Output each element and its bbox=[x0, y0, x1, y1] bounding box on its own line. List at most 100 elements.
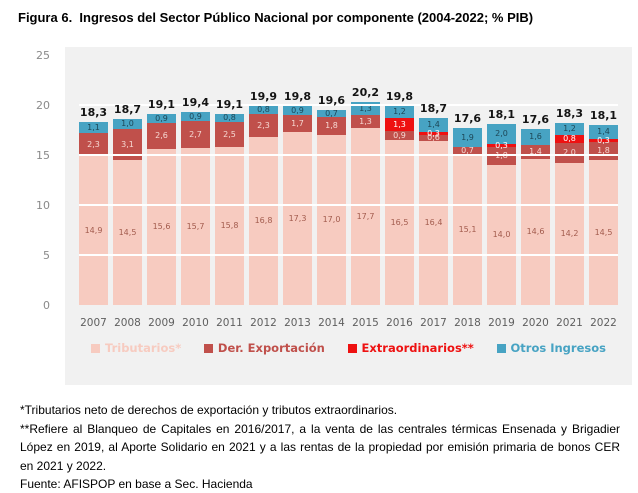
bar-group: 19,4 0,9 2,7 15,7 bbox=[181, 96, 210, 305]
legend-item-extraordinarios: Extraordinarios** bbox=[347, 341, 474, 355]
gridline bbox=[79, 254, 618, 256]
bar-segment-label: 17,3 bbox=[288, 213, 307, 223]
bar-segment-der_exportacion: 1,8 bbox=[589, 142, 618, 160]
bar-segment-tributarios: 14,2 bbox=[555, 163, 584, 305]
bar-segment-tributarios: 15,7 bbox=[181, 148, 210, 305]
bar-segment-label: 17,7 bbox=[356, 211, 375, 221]
bar-segment-label: 14,5 bbox=[594, 227, 613, 237]
bar-segment-label: 1,0 bbox=[121, 119, 134, 128]
bar-segment-label: 0,9 bbox=[189, 111, 202, 121]
bar-segment-label: 1,3 bbox=[359, 116, 372, 126]
bar-segment-label: 0,8 bbox=[257, 105, 270, 114]
bar-segment-label: 2,3 bbox=[87, 139, 100, 149]
bar-segment-tributarios: 14,6 bbox=[521, 159, 550, 305]
bar-segment-extraordinarios: 0,3 bbox=[487, 140, 516, 150]
bar-segment-tributarios: 16,5 bbox=[385, 140, 414, 305]
bar-segment-label: 17,0 bbox=[322, 215, 341, 224]
bar-segment-der_exportacion: 2,7 bbox=[181, 121, 210, 148]
bar-segment-label: 0,8 bbox=[223, 113, 236, 122]
bar-stack: 0,8 2,5 15,8 bbox=[215, 114, 244, 305]
y-axis-tick: 25 bbox=[36, 49, 50, 62]
bar-segment-label: 0,9 bbox=[291, 105, 304, 115]
bar-segment-label: 1,8 bbox=[325, 121, 338, 130]
bar-total-label: 18,1 bbox=[589, 109, 618, 122]
x-axis-label: 2010 bbox=[182, 317, 209, 329]
bar-segment-der_exportacion: 1,4 bbox=[521, 145, 550, 159]
bar-segment-label: 0,6 bbox=[427, 133, 440, 142]
bar-group: 19,1 0,8 2,5 15,8 bbox=[215, 98, 244, 305]
legend-item-der_exportacion: Der. Exportación bbox=[203, 341, 325, 355]
bar-group: 18,3 1,1 2,3 14,9 bbox=[79, 106, 108, 305]
x-axis: 2007 2008 2009 2010 2011 2012 2013 2014 2015 2016… bbox=[79, 317, 618, 329]
bar-group: 18,7 1,4 0,3 0,6 16,4 bbox=[419, 102, 448, 305]
x-axis-label: 2018 bbox=[454, 317, 481, 329]
bar-stack: 1,4 0,3 1,8 14,5 bbox=[589, 125, 618, 305]
legend-swatch bbox=[496, 343, 506, 353]
bar-segment-label: 15,1 bbox=[458, 224, 477, 234]
bar-segment-extraordinarios: 1,3 bbox=[385, 118, 414, 131]
bar-segment-otros_ingresos: 0,9 bbox=[147, 114, 176, 123]
y-axis-tick: 15 bbox=[36, 149, 50, 162]
bar-total-label: 19,8 bbox=[283, 90, 312, 103]
chart-panel: 18,3 1,1 2,3 14,9 18,7 1,0 3,1 14,5 19,1 0,9 2,6 15… bbox=[65, 47, 632, 385]
bar-segment-tributarios: 15,8 bbox=[215, 147, 244, 305]
bar-group: 19,8 1,2 1,3 0,9 16,5 bbox=[385, 90, 414, 305]
bar-segment-label: 1,2 bbox=[563, 124, 576, 133]
bar-total-label: 19,8 bbox=[385, 90, 414, 103]
bar-group: 18,3 1,2 0,8 2,0 14,2 bbox=[555, 107, 584, 305]
bar-segment-label: 1,4 bbox=[427, 120, 440, 129]
x-axis-label: 2021 bbox=[556, 317, 583, 329]
bar-stack: 0,8 2,3 16,8 bbox=[249, 106, 278, 305]
bar-segment-extraordinarios: 0,8 bbox=[555, 135, 584, 143]
bar-segment-der_exportacion: 2,3 bbox=[249, 114, 278, 137]
bar-segment-tributarios: 17,3 bbox=[283, 132, 312, 305]
bar-segment-label: 16,5 bbox=[390, 217, 409, 227]
legend: Tributarios* Der. Exportación Extraordinar… bbox=[79, 341, 618, 355]
bar-segment-tributarios: 14,0 bbox=[487, 165, 516, 305]
bar-total-label: 18,3 bbox=[555, 107, 584, 120]
bar-segment-tributarios: 17,0 bbox=[317, 135, 346, 305]
bars-container: 18,3 1,1 2,3 14,9 18,7 1,0 3,1 14,5 19,1 0,9 2,6 15… bbox=[79, 55, 618, 305]
bar-group: 19,9 0,8 2,3 16,8 bbox=[249, 90, 278, 305]
page-title: Figura 6. Ingresos del Sector Público Na… bbox=[18, 10, 534, 25]
gridline bbox=[79, 204, 618, 206]
x-axis-label: 2009 bbox=[148, 317, 175, 329]
gridline bbox=[79, 104, 618, 106]
legend-label: Extraordinarios** bbox=[361, 341, 474, 355]
bar-total-label: 19,4 bbox=[181, 96, 210, 109]
bar-segment-label: 2,0 bbox=[563, 148, 576, 157]
bar-segment-label: 0,9 bbox=[393, 130, 406, 140]
bar-group: 17,6 1,9 0,7 15,1 bbox=[453, 112, 482, 305]
x-axis-label: 2019 bbox=[488, 317, 515, 329]
legend-label: Tributarios* bbox=[105, 341, 182, 355]
bar-segment-label: 2,7 bbox=[189, 129, 202, 139]
bar-total-label: 20,2 bbox=[351, 86, 380, 99]
bar-segment-otros_ingresos: 1,4 bbox=[419, 118, 448, 132]
bar-segment-label: 2,6 bbox=[155, 131, 168, 140]
bar-stack: 1,1 2,3 14,9 bbox=[79, 122, 108, 305]
bar-stack: 1,9 0,7 15,1 bbox=[453, 128, 482, 305]
bar-segment-der_exportacion: 1,7 bbox=[283, 115, 312, 132]
bar-segment-otros_ingresos: 1,9 bbox=[453, 128, 482, 147]
bar-group: 19,1 0,9 2,6 15,6 bbox=[147, 98, 176, 305]
legend-label: Otros Ingresos bbox=[510, 341, 606, 355]
bar-segment-tributarios: 15,6 bbox=[147, 149, 176, 305]
bar-group: 20,2 1,3 1,3 17,7 bbox=[351, 86, 380, 305]
x-axis-label: 2008 bbox=[114, 317, 141, 329]
bar-segment-tributarios: 17,7 bbox=[351, 128, 380, 305]
bar-segment-tributarios: 16,4 bbox=[419, 141, 448, 305]
bar-stack: 1,2 1,3 0,9 16,5 bbox=[385, 106, 414, 305]
bar-group: 19,6 0,7 1,8 17,0 bbox=[317, 94, 346, 305]
bar-segment-label: 0,3 bbox=[495, 140, 508, 150]
x-axis-label: 2013 bbox=[284, 317, 311, 329]
bar-segment-der_exportacion: 2,6 bbox=[147, 123, 176, 149]
bar-total-label: 19,9 bbox=[249, 90, 278, 103]
bar-stack: 2,0 0,31,8 14,0 bbox=[487, 124, 516, 305]
gridline bbox=[79, 154, 618, 156]
legend-swatch bbox=[347, 343, 357, 353]
y-axis-tick: 5 bbox=[43, 249, 50, 262]
footnote-2: **Refiere al Blanqueo de Capitales en 20… bbox=[20, 421, 620, 473]
x-axis-label: 2022 bbox=[590, 317, 617, 329]
bar-segment-otros_ingresos: 0,9 bbox=[181, 112, 210, 121]
